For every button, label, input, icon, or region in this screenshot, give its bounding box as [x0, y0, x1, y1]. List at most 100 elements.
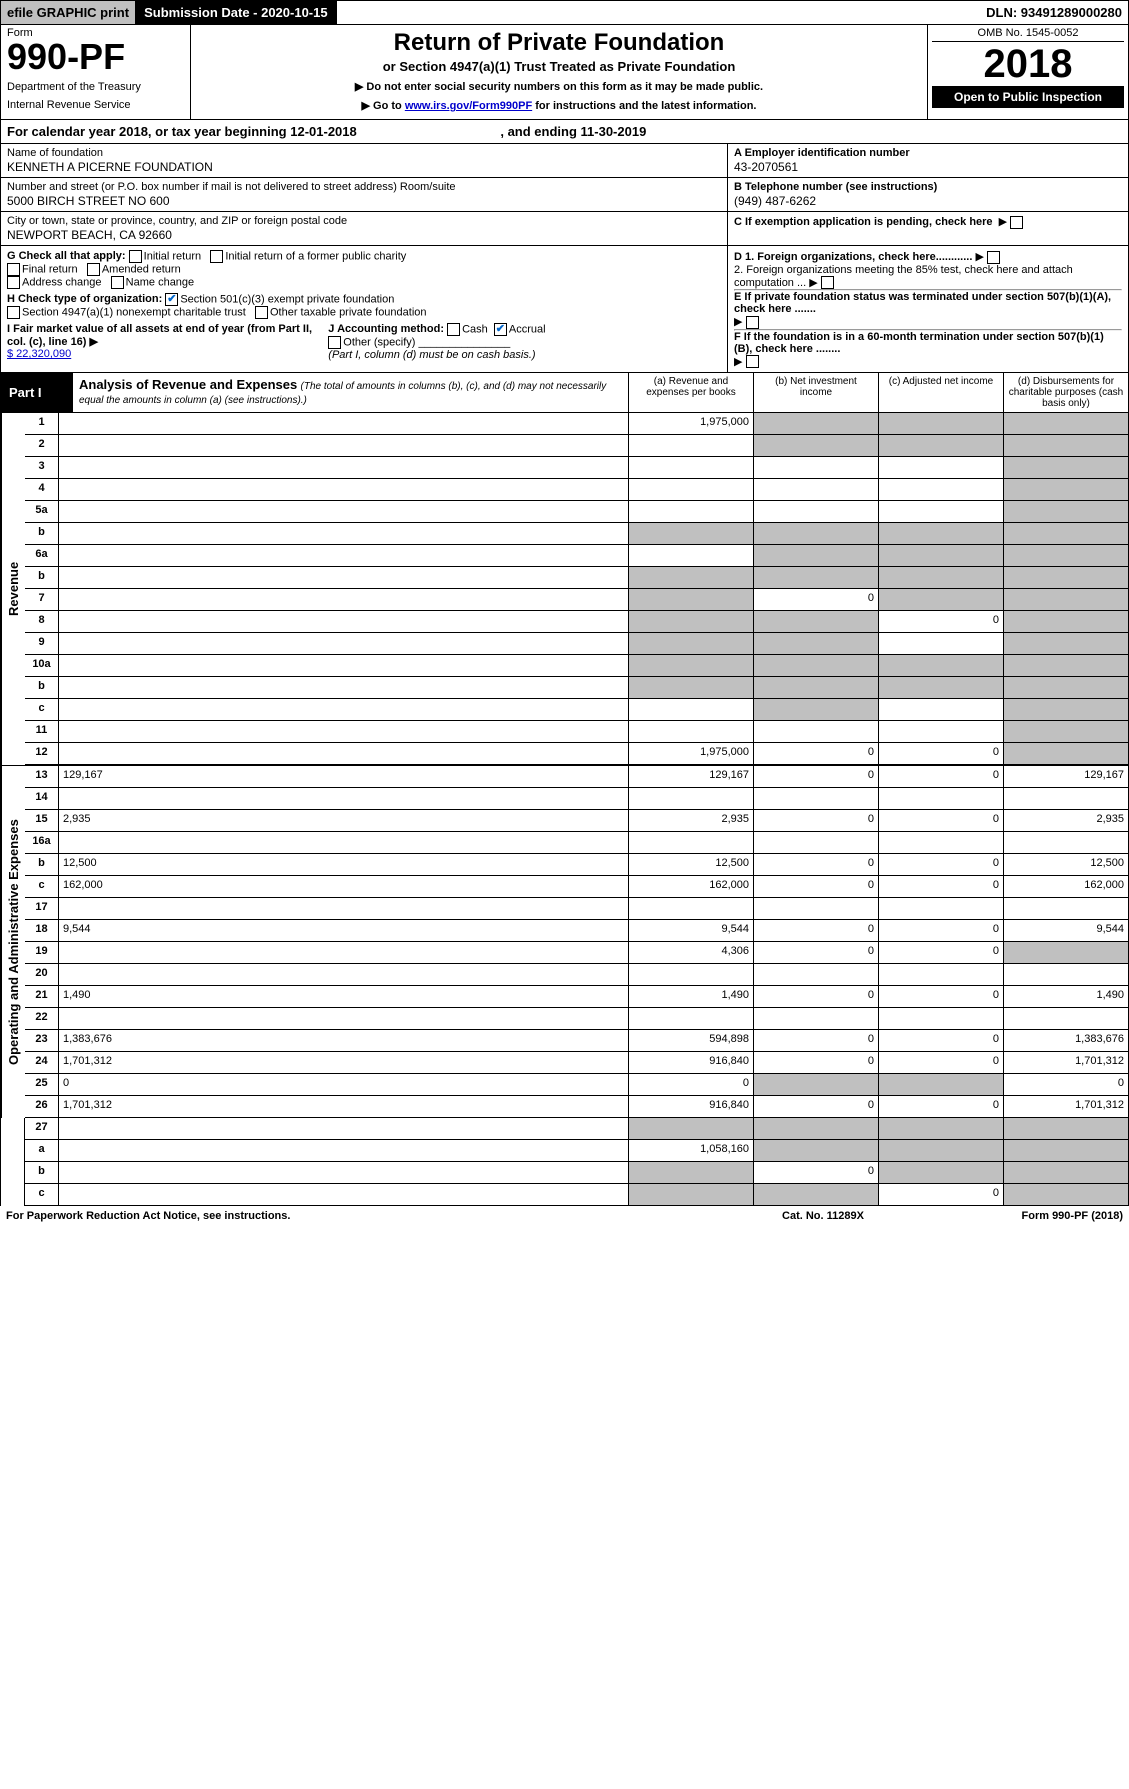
d1-checkbox[interactable] — [987, 251, 1000, 264]
info-left: Name of foundation KENNETH A PICERNE FOU… — [1, 144, 728, 245]
amount-col-a — [628, 788, 753, 809]
d1-label: D 1. Foreign organizations, check here..… — [734, 251, 972, 263]
amount-col-c — [878, 964, 1003, 985]
amount-col-c: 0 — [878, 1030, 1003, 1051]
table-row: a1,058,160 — [25, 1140, 1128, 1162]
top-bar: efile GRAPHIC print Submission Date - 20… — [0, 0, 1129, 25]
amount-col-b: 0 — [753, 589, 878, 610]
part1-label: Part I — [1, 373, 73, 412]
j-accrual-checkbox[interactable]: ✔ — [494, 323, 507, 336]
h-label: H Check type of organization: — [7, 293, 162, 305]
d2-checkbox[interactable] — [821, 276, 834, 289]
amount-col-b — [753, 677, 878, 698]
amount-col-d: 1,490 — [1003, 986, 1128, 1007]
revenue-rows: 11,975,0002345ab6ab7080910abc11121,975,0… — [25, 413, 1128, 765]
amount-col-a — [628, 523, 753, 544]
line-number: 15 — [25, 810, 59, 831]
f-checkbox[interactable] — [746, 355, 759, 368]
amount-col-a: 0 — [628, 1074, 753, 1095]
ein-label: A Employer identification number — [734, 147, 910, 159]
amount-col-d — [1003, 942, 1128, 963]
j-cash-checkbox[interactable] — [447, 323, 460, 336]
amount-col-a — [628, 1008, 753, 1029]
amount-col-b: 0 — [753, 810, 878, 831]
g-initial-former[interactable] — [210, 250, 223, 263]
amount-col-a: 1,490 — [628, 986, 753, 1007]
table-row: 231,383,676594,898001,383,676 — [25, 1030, 1128, 1052]
g-final-return[interactable] — [7, 263, 20, 276]
table-row: 14 — [25, 788, 1128, 810]
g-name-change[interactable] — [111, 276, 124, 289]
amount-col-b — [753, 545, 878, 566]
h-4947-checkbox[interactable] — [7, 306, 20, 319]
c-checkbox[interactable] — [1010, 216, 1023, 229]
h-row: H Check type of organization: ✔Section 5… — [7, 293, 721, 319]
footer-right: Form 990-PF (2018) — [923, 1210, 1123, 1222]
amount-col-a: 916,840 — [628, 1096, 753, 1117]
g-opt0: Initial return — [144, 250, 201, 262]
d2-label: 2. Foreign organizations meeting the 85%… — [734, 264, 1073, 289]
goto-line: ▶ Go to www.irs.gov/Form990PF for instru… — [197, 99, 921, 112]
g-opt2: Final return — [22, 263, 78, 275]
line-description — [59, 501, 628, 522]
line-description — [59, 898, 628, 919]
line-number: 10a — [25, 655, 59, 676]
amount-col-a — [628, 721, 753, 742]
table-row: 4 — [25, 479, 1128, 501]
amount-col-d — [1003, 964, 1128, 985]
g-opt5: Name change — [126, 276, 195, 288]
e-checkbox[interactable] — [746, 316, 759, 329]
line-description — [59, 1184, 628, 1205]
line-description: 1,383,676 — [59, 1030, 628, 1051]
irs-link[interactable]: www.irs.gov/Form990PF — [405, 100, 532, 112]
efile-button[interactable]: efile GRAPHIC print — [1, 1, 136, 24]
g-initial-return[interactable] — [129, 250, 142, 263]
line-number: 3 — [25, 457, 59, 478]
amount-col-d — [1003, 743, 1128, 764]
h-501c3-checkbox[interactable]: ✔ — [165, 293, 178, 306]
amount-col-c — [878, 677, 1003, 698]
table-row: 189,5449,544009,544 — [25, 920, 1128, 942]
amount-col-c — [878, 633, 1003, 654]
ein-value: 43-2070561 — [734, 160, 1122, 174]
phone-value: (949) 487-6262 — [734, 194, 1122, 208]
amount-col-c: 0 — [878, 1184, 1003, 1205]
amount-col-b — [753, 964, 878, 985]
g-amended[interactable] — [87, 263, 100, 276]
submission-date-button[interactable]: Submission Date - 2020-10-15 — [136, 1, 337, 24]
fmv-link[interactable]: $ 22,320,090 — [7, 348, 71, 360]
table-row: 80 — [25, 611, 1128, 633]
g-address-change[interactable] — [7, 276, 20, 289]
amount-col-c: 0 — [878, 854, 1003, 875]
exemption-pending-field: C If exemption application is pending, c… — [728, 212, 1128, 244]
amount-col-b: 0 — [753, 743, 878, 764]
j-other-checkbox[interactable] — [328, 336, 341, 349]
amount-col-c: 0 — [878, 876, 1003, 897]
line-number: 26 — [25, 1096, 59, 1117]
line-description: 0 — [59, 1074, 628, 1095]
amount-col-c — [878, 1162, 1003, 1183]
footer-mid: Cat. No. 11289X — [723, 1210, 923, 1222]
amount-col-d — [1003, 567, 1128, 588]
info-block: Name of foundation KENNETH A PICERNE FOU… — [0, 144, 1129, 246]
amount-col-d: 162,000 — [1003, 876, 1128, 897]
amount-col-d — [1003, 479, 1128, 500]
checks-left: G Check all that apply: Initial return I… — [1, 246, 728, 372]
amount-col-b: 0 — [753, 942, 878, 963]
line-number: 1 — [25, 413, 59, 434]
h-other-checkbox[interactable] — [255, 306, 268, 319]
col-c-header: (c) Adjusted net income — [878, 373, 1003, 412]
table-row: 10a — [25, 655, 1128, 677]
amount-col-d: 1,701,312 — [1003, 1096, 1128, 1117]
table-row: 194,30600 — [25, 942, 1128, 964]
dln-label: DLN: 93491289000280 — [980, 1, 1128, 24]
amount-col-d: 129,167 — [1003, 766, 1128, 787]
expenses-side-label: Operating and Administrative Expenses — [1, 766, 25, 1118]
address-field: Number and street (or P.O. box number if… — [1, 178, 727, 212]
amount-col-b — [753, 1184, 878, 1205]
table-row: c0 — [25, 1184, 1128, 1206]
amount-col-d — [1003, 655, 1128, 676]
amount-col-b — [753, 1118, 878, 1139]
line-description: 12,500 — [59, 854, 628, 875]
amount-col-b — [753, 1074, 878, 1095]
